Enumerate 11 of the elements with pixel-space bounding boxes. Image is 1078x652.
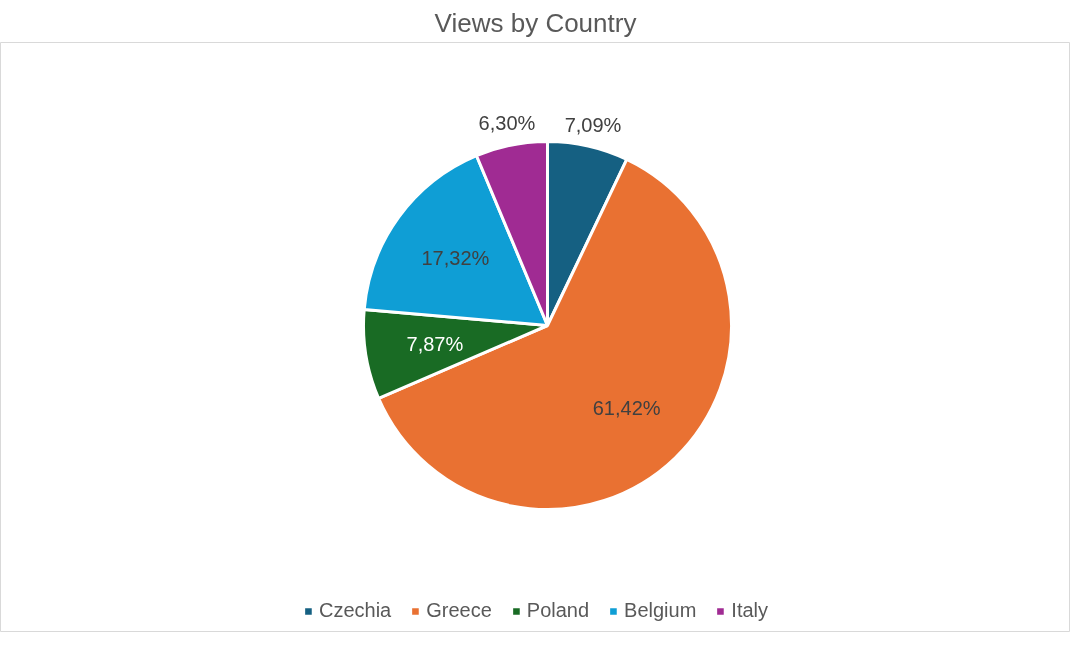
data-label: 7,09% [564,113,622,136]
data-label: 7,87% [406,332,464,355]
legend-label: Czechia [318,599,392,622]
legend-label: Italy [731,599,769,622]
legend-label: Belgium [624,599,697,622]
data-label: 17,32% [421,247,490,270]
data-label: 61,42% [592,396,661,419]
legend-label: Greece [426,599,492,622]
chart-title: Views by Country [434,7,637,38]
legend-label: Poland [526,599,590,622]
data-label: 6,30% [478,112,536,135]
